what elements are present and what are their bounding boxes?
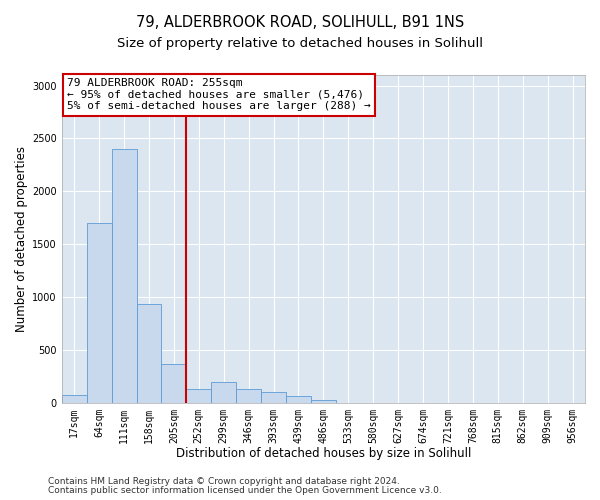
Bar <box>86 223 112 402</box>
Bar <box>236 389 261 402</box>
Bar <box>62 395 86 402</box>
Bar <box>112 149 137 403</box>
Y-axis label: Number of detached properties: Number of detached properties <box>15 146 28 332</box>
Text: Contains HM Land Registry data © Crown copyright and database right 2024.: Contains HM Land Registry data © Crown c… <box>48 477 400 486</box>
Bar <box>161 364 187 403</box>
Bar <box>211 382 236 402</box>
Text: 79, ALDERBROOK ROAD, SOLIHULL, B91 1NS: 79, ALDERBROOK ROAD, SOLIHULL, B91 1NS <box>136 15 464 30</box>
Bar <box>137 304 161 402</box>
Bar <box>311 400 336 402</box>
Text: Size of property relative to detached houses in Solihull: Size of property relative to detached ho… <box>117 38 483 51</box>
Text: 79 ALDERBROOK ROAD: 255sqm
← 95% of detached houses are smaller (5,476)
5% of se: 79 ALDERBROOK ROAD: 255sqm ← 95% of deta… <box>67 78 371 112</box>
X-axis label: Distribution of detached houses by size in Solihull: Distribution of detached houses by size … <box>176 447 471 460</box>
Text: Contains public sector information licensed under the Open Government Licence v3: Contains public sector information licen… <box>48 486 442 495</box>
Bar <box>261 392 286 402</box>
Bar <box>187 389 211 402</box>
Bar <box>286 396 311 402</box>
